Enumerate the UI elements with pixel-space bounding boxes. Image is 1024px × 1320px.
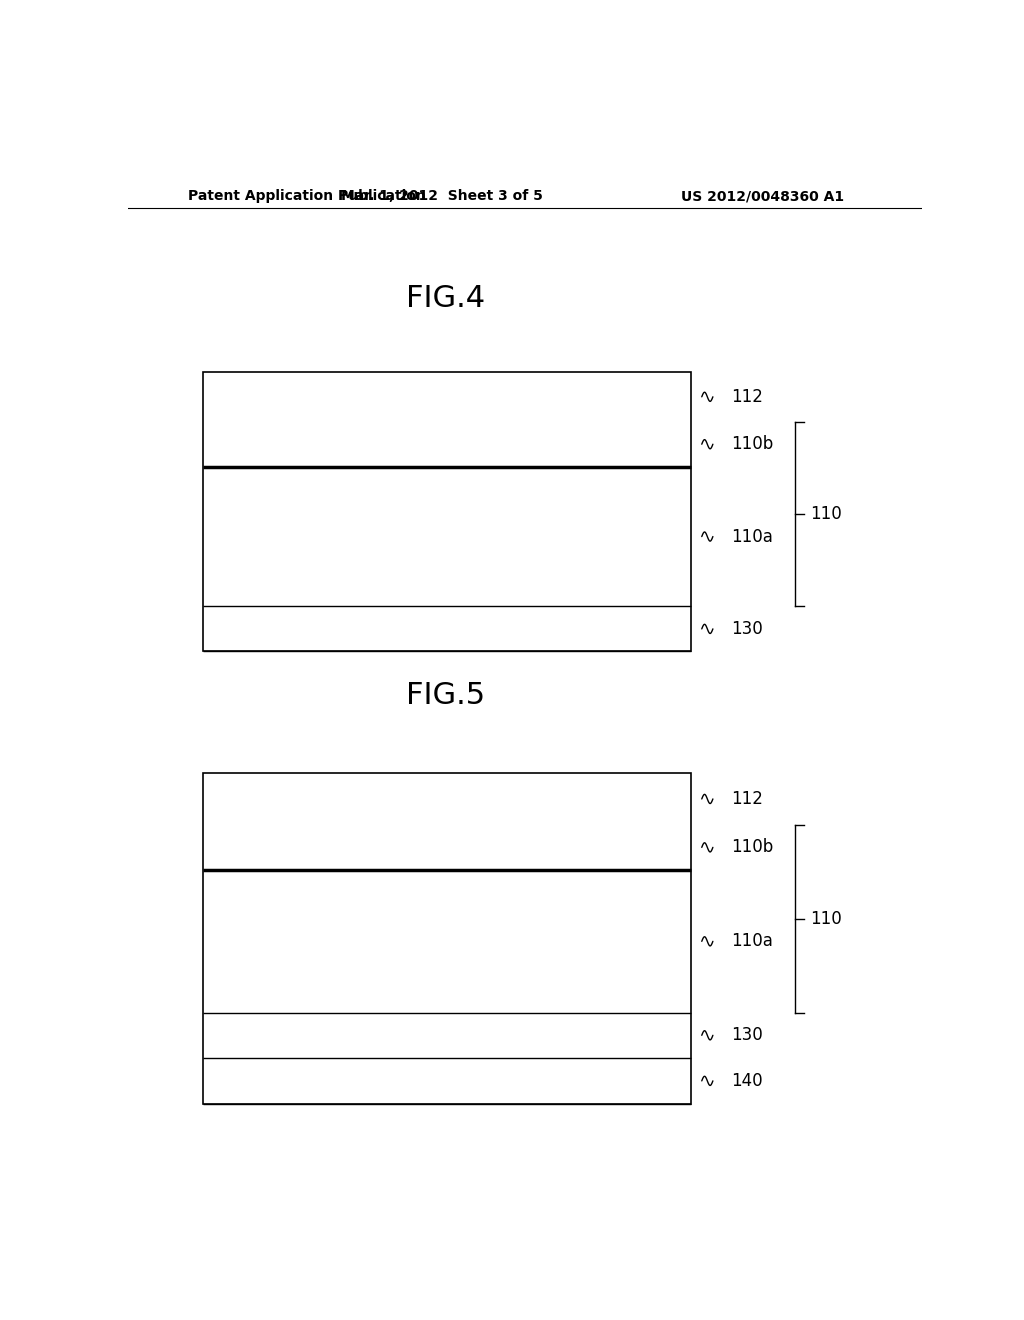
Text: 112: 112 bbox=[731, 388, 763, 405]
Bar bbox=[204, 774, 691, 1104]
Text: FIG.5: FIG.5 bbox=[406, 681, 485, 710]
Text: 110: 110 bbox=[811, 506, 843, 523]
Text: FIG.4: FIG.4 bbox=[406, 284, 485, 313]
Text: Patent Application Publication: Patent Application Publication bbox=[187, 189, 425, 203]
Bar bbox=[204, 372, 691, 651]
Text: 140: 140 bbox=[731, 1072, 763, 1090]
Bar bbox=[204, 372, 691, 651]
Text: 110a: 110a bbox=[731, 528, 773, 545]
Text: 110b: 110b bbox=[731, 838, 773, 857]
Text: Mar. 1, 2012  Sheet 3 of 5: Mar. 1, 2012 Sheet 3 of 5 bbox=[341, 189, 543, 203]
Text: 110a: 110a bbox=[731, 932, 773, 950]
Text: 110: 110 bbox=[811, 909, 843, 928]
Text: 110b: 110b bbox=[731, 436, 773, 453]
Text: US 2012/0048360 A1: US 2012/0048360 A1 bbox=[681, 189, 845, 203]
Bar bbox=[204, 774, 691, 1104]
Text: 112: 112 bbox=[731, 789, 763, 808]
Text: 130: 130 bbox=[731, 1027, 763, 1044]
Text: 130: 130 bbox=[731, 620, 763, 638]
